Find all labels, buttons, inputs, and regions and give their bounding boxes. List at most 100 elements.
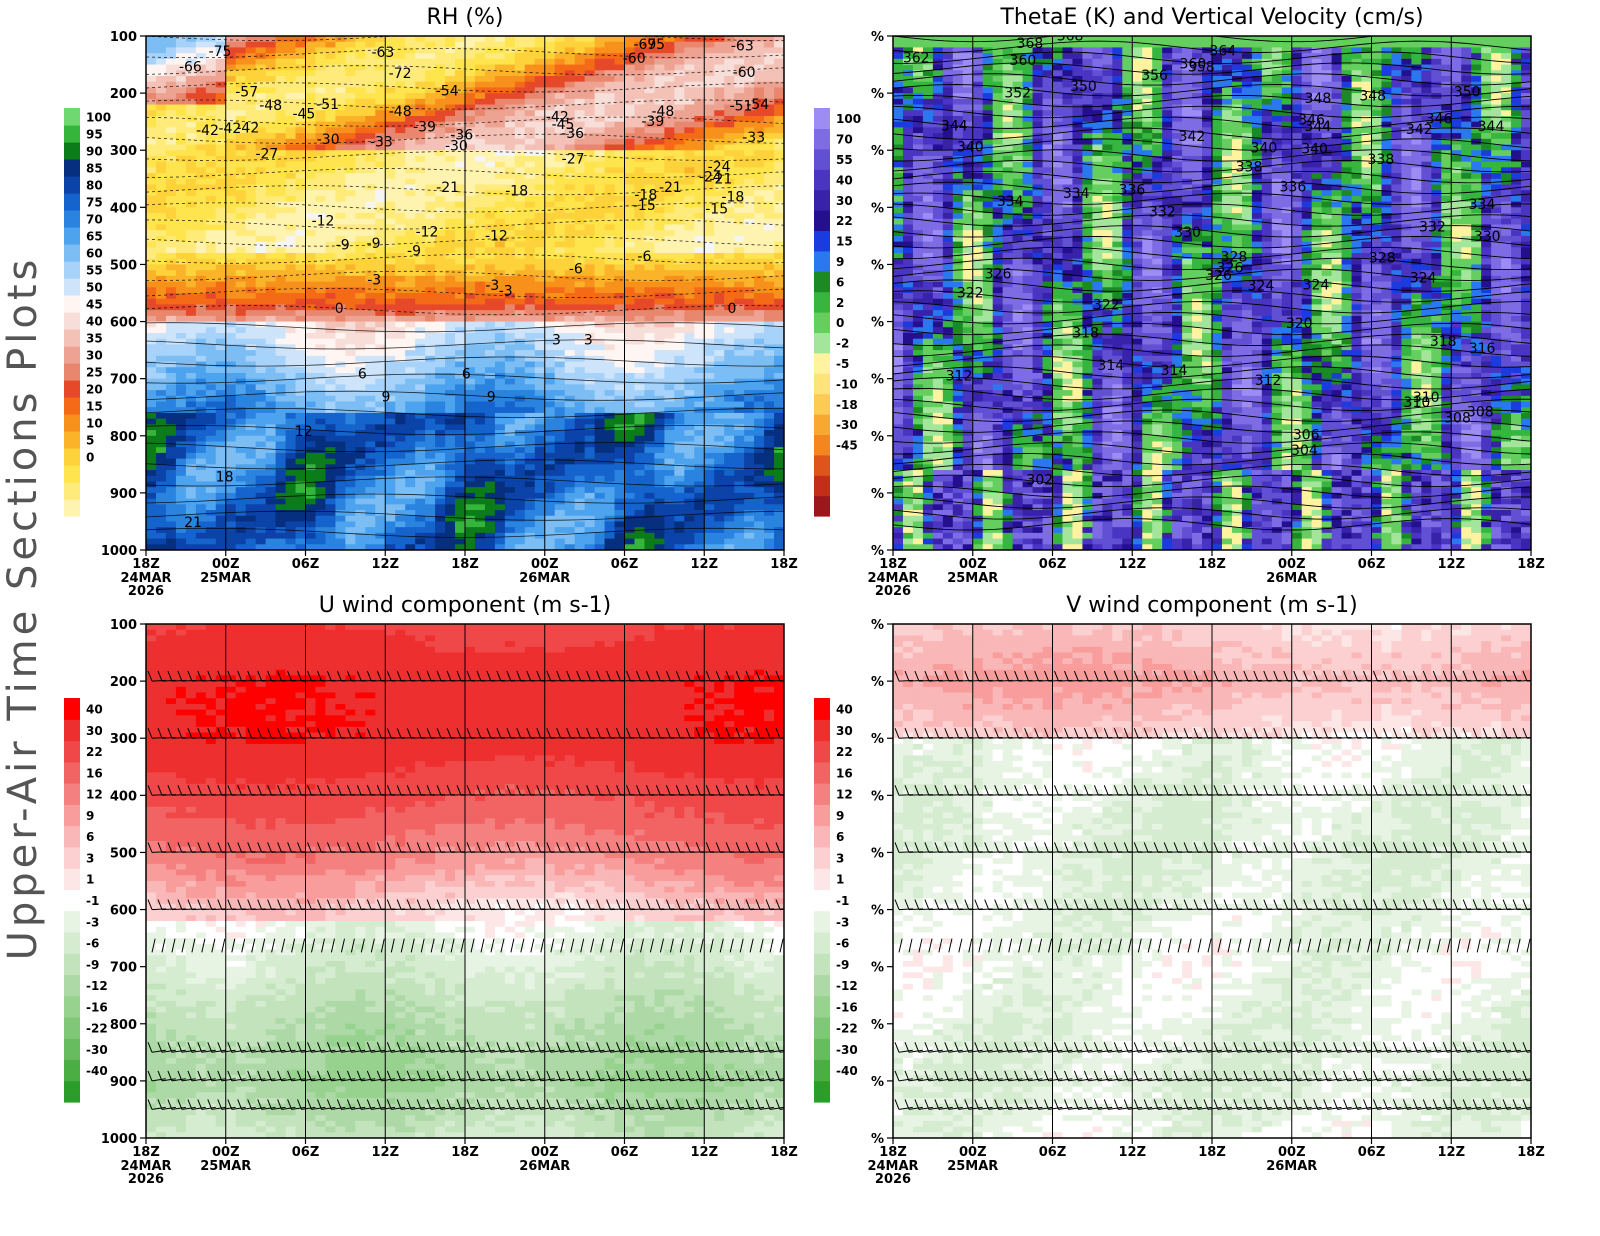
shade-cell: [155, 470, 167, 477]
shade-cell: [494, 293, 506, 300]
shade-cell: [564, 338, 576, 346]
shade-cell: [445, 115, 456, 123]
shade-cell: [146, 401, 157, 408]
shade-cell: [315, 372, 327, 380]
shade-cell: [195, 418, 207, 426]
shade-cell: [474, 58, 486, 66]
shade-cell: [754, 138, 765, 146]
shade-cell: [225, 173, 237, 180]
shade-cell: [405, 293, 416, 300]
shade-cell: [235, 418, 247, 426]
shade-cell: [484, 464, 496, 471]
shade-cell: [335, 98, 347, 106]
shade-cell: [554, 435, 566, 443]
shade-cell: [365, 138, 376, 146]
shade-cell: [345, 167, 357, 174]
shade-cell: [325, 390, 337, 397]
shade-cell: [654, 218, 666, 226]
shade-cell: [415, 150, 426, 157]
shade-cell: [285, 287, 297, 294]
shade-cell: [734, 241, 745, 249]
shade-cell: [504, 275, 516, 283]
shade-cell: [335, 178, 347, 186]
shade-cell: [245, 218, 257, 226]
shade-cell: [584, 344, 596, 351]
shade-cell: [175, 344, 187, 351]
shade-cell: [544, 447, 556, 454]
shade-cell: [225, 207, 237, 214]
shade-cell: [235, 93, 247, 100]
shade-cell: [634, 58, 646, 66]
shade-cell: [215, 390, 227, 397]
shade-cell: [514, 310, 526, 317]
shade-cell: [664, 127, 676, 134]
shade-cell: [455, 418, 466, 426]
shade-cell: [155, 133, 167, 140]
shade-cell: [764, 167, 775, 174]
shade-cell: [774, 270, 784, 277]
shade-cell: [554, 281, 566, 288]
shade-cell: [255, 350, 267, 357]
shade-cell: [465, 338, 476, 346]
shade-cell: [365, 230, 376, 237]
shade-cell: [634, 121, 646, 129]
shade-cell: [205, 367, 217, 374]
shade-cell: [285, 87, 297, 94]
shade-cell: [694, 144, 705, 151]
shade-cell: [494, 418, 506, 426]
shade-cell: [694, 53, 705, 60]
shade-cell: [624, 104, 636, 111]
shade-cell: [185, 110, 197, 117]
shade-cell: [724, 355, 735, 363]
shade-cell: [415, 115, 426, 123]
shade-cell: [225, 372, 237, 380]
shade-cell: [255, 133, 267, 140]
shade-cell: [544, 104, 556, 111]
shade-cell: [574, 327, 586, 334]
shade-cell: [624, 407, 636, 414]
shade-cell: [215, 412, 227, 420]
shade-cell: [155, 275, 167, 283]
shade-cell: [544, 36, 556, 43]
shade-cell: [215, 372, 227, 380]
shade-cell: [514, 378, 526, 386]
shade-cell: [654, 98, 666, 106]
shade-cell: [704, 344, 715, 351]
shade-cell: [265, 150, 277, 157]
shade-cell: [554, 144, 566, 151]
shade-cell: [425, 195, 436, 203]
shade-cell: [724, 270, 735, 277]
shade-cell: [544, 264, 556, 271]
shade-cell: [574, 315, 586, 323]
shade-cell: [774, 81, 784, 89]
shade-cell: [634, 195, 646, 203]
shade-cell: [494, 155, 506, 163]
shade-cell: [534, 195, 546, 203]
shade-cell: [365, 155, 376, 163]
shade-cell: [574, 435, 586, 443]
shade-cell: [654, 161, 666, 169]
shade-cell: [455, 441, 466, 448]
shade-cell: [564, 475, 576, 483]
shade-cell: [435, 384, 446, 391]
shade-cell: [285, 121, 297, 129]
shade-cell: [265, 298, 277, 306]
shade-cell: [534, 424, 546, 431]
shade-cell: [554, 452, 566, 460]
shade-cell: [455, 207, 466, 214]
shade-cell: [764, 150, 775, 157]
shade-cell: [674, 224, 686, 231]
shade-cell: [594, 452, 606, 460]
shade-cell: [405, 418, 416, 426]
shade-cell: [604, 127, 616, 134]
shade-cell: [654, 270, 666, 277]
shade-cell: [654, 224, 666, 231]
shade-cell: [155, 384, 167, 391]
shade-cell: [724, 395, 735, 403]
shade-cell: [175, 470, 187, 477]
shade-cell: [275, 36, 287, 43]
shade-cell: [345, 390, 357, 397]
shade-cell: [694, 355, 705, 363]
shade-cell: [275, 41, 287, 49]
shade-cell: [175, 93, 187, 100]
